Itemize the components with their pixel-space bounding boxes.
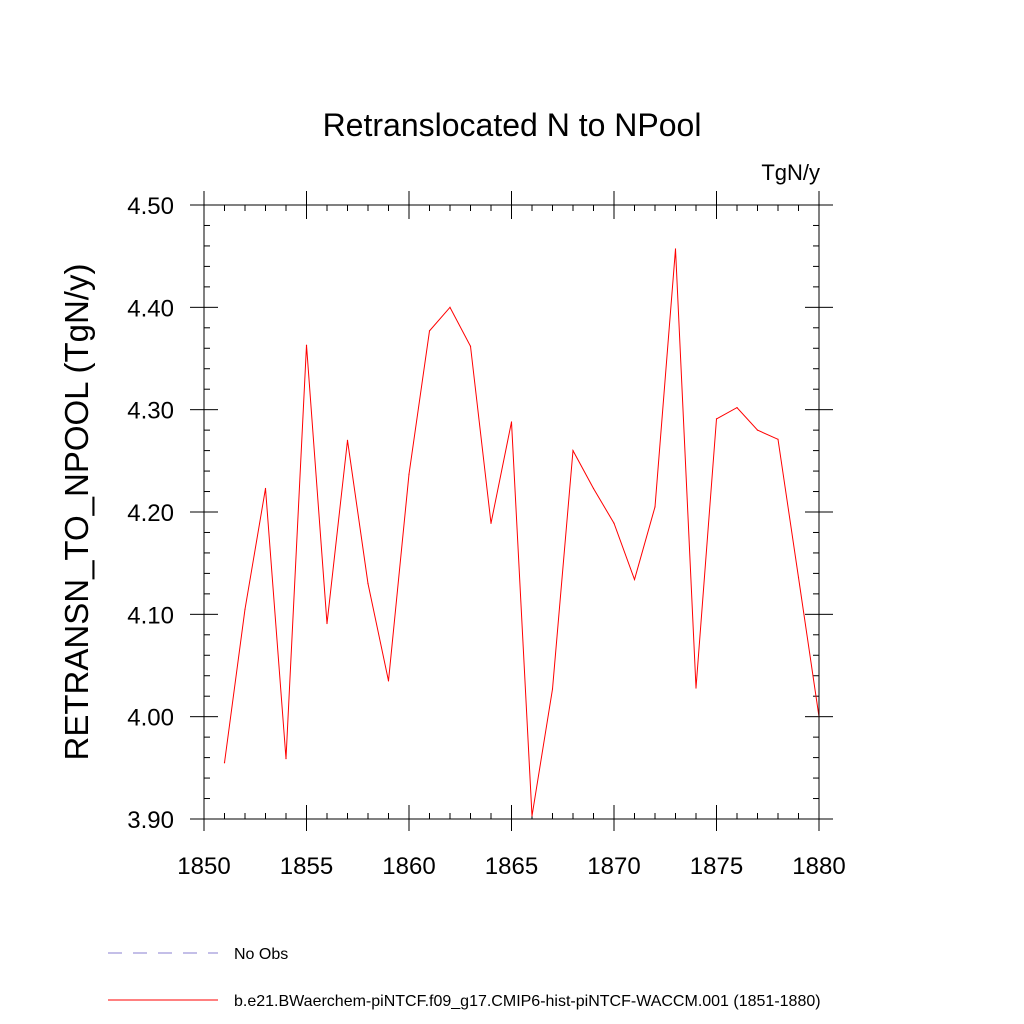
axis-tick-labels: 1850 1855 1860 1865 1870 1875 1880 3.90 4.00 4.10… <box>127 193 845 880</box>
data-point <box>305 344 308 346</box>
data-point <box>510 421 513 423</box>
data-point <box>244 608 246 610</box>
y-tick-label: 4.40 <box>127 295 174 322</box>
x-tick-label: 1880 <box>792 853 845 880</box>
data-point <box>551 688 554 690</box>
data-point <box>387 680 390 682</box>
data-point <box>654 506 656 508</box>
data-point <box>285 758 287 760</box>
data-point <box>408 473 410 475</box>
data-point <box>490 522 492 524</box>
chart-title: Retranslocated N to NPool <box>323 107 702 143</box>
data-point <box>531 815 533 817</box>
axis-ticks <box>190 191 833 831</box>
data-point <box>674 248 677 250</box>
x-tick-label: 1865 <box>485 853 538 880</box>
legend-label-model: b.e21.BWaerchem-piNTCF.f09_g17.CMIP6-his… <box>234 993 821 1010</box>
data-point <box>633 578 636 581</box>
data-series <box>223 248 820 817</box>
data-point <box>777 438 779 440</box>
data-point <box>326 622 328 625</box>
data-point <box>346 439 349 441</box>
data-point <box>613 522 615 524</box>
units-label: TgN/y <box>761 160 820 185</box>
y-tick-label: 3.90 <box>127 807 174 834</box>
data-point <box>572 450 574 452</box>
data-point <box>428 330 431 332</box>
x-tick-label: 1875 <box>690 853 743 880</box>
data-point <box>223 762 226 764</box>
data-point <box>797 576 800 579</box>
x-tick-label: 1855 <box>280 853 333 880</box>
data-point <box>264 487 267 490</box>
data-point <box>367 583 369 585</box>
series-line <box>224 248 820 817</box>
data-point <box>756 429 759 431</box>
data-point <box>695 687 697 689</box>
legend-label-no-obs: No Obs <box>234 946 288 963</box>
y-axis-label: RETRANSN_TO_NPOOL (TgN/y) <box>58 264 95 761</box>
data-point <box>736 407 738 409</box>
x-tick-label: 1850 <box>177 853 230 880</box>
x-tick-label: 1870 <box>587 853 640 880</box>
y-tick-label: 4.50 <box>127 193 174 220</box>
x-tick-label: 1860 <box>382 853 435 880</box>
legend: No Obs b.e21.BWaerchem-piNTCF.f09_g17.CM… <box>108 946 821 1010</box>
data-point <box>449 306 451 308</box>
data-point <box>469 345 472 347</box>
plot-frame <box>203 204 820 820</box>
y-tick-label: 4.30 <box>127 398 174 425</box>
y-tick-label: 4.10 <box>127 602 174 629</box>
data-point <box>592 487 595 490</box>
data-point <box>715 418 718 420</box>
y-tick-label: 4.00 <box>127 705 174 732</box>
y-tick-label: 4.20 <box>127 500 174 527</box>
